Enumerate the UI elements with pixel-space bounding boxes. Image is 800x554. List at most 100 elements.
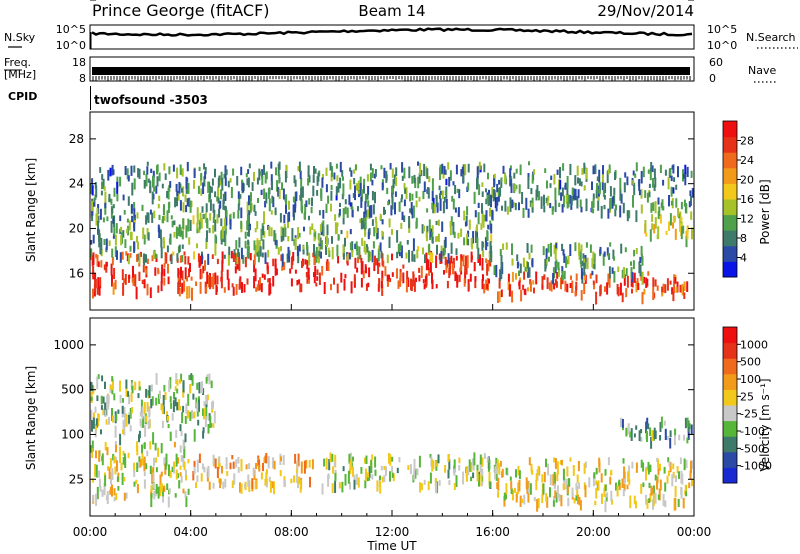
scatter-cell (218, 208, 221, 218)
scatter-cell (477, 247, 480, 259)
scatter-cell (92, 288, 94, 299)
scatter-cell (230, 250, 233, 259)
scatter-cell (553, 244, 556, 255)
scatter-cell (166, 191, 169, 199)
scatter-cell (406, 240, 409, 245)
scatter-cell (602, 253, 605, 266)
scatter-cell (413, 458, 416, 472)
scatter-cell (613, 256, 616, 261)
scatter-cell (187, 182, 190, 194)
scatter-cell (481, 210, 484, 224)
scatter-cell (254, 480, 257, 490)
scatter-cell (663, 420, 666, 426)
scatter-cell (646, 499, 649, 509)
scatter-cell (622, 458, 625, 464)
scatter-cell (321, 483, 324, 495)
scatter-cell (376, 480, 379, 492)
scatter-cell (365, 244, 368, 250)
scatter-cell (107, 401, 110, 410)
scatter-cell (566, 486, 569, 494)
scatter-cell (684, 164, 687, 174)
scatter-cell (592, 198, 595, 208)
scatter-cell (633, 433, 636, 438)
scatter-cell (495, 473, 498, 481)
scatter-cell (183, 461, 186, 471)
scatter-cell (563, 195, 566, 202)
scatter-cell (261, 273, 264, 278)
scatter-cell (445, 263, 448, 273)
scatter-cell (200, 218, 203, 229)
scatter-cell (528, 267, 531, 278)
scatter-cell (438, 185, 441, 191)
scatter-cell (601, 170, 604, 183)
scatter-cell (140, 399, 143, 413)
scatter-cell (247, 169, 250, 174)
scatter-cell (580, 244, 583, 252)
scatter-cell (681, 283, 684, 296)
scatter-cell (370, 460, 373, 473)
scatter-cell (690, 460, 692, 474)
scatter-cell (640, 254, 643, 260)
scatter-cell (561, 243, 564, 251)
scatter-cell (111, 207, 114, 214)
scatter-cell (667, 457, 670, 463)
scatter-cell (247, 177, 250, 188)
scatter-cell (246, 278, 249, 285)
scatter-cell (259, 246, 262, 257)
scatter-cell (111, 484, 113, 497)
scatter-cell (435, 284, 438, 289)
scatter-cell (349, 167, 352, 172)
scatter-cell (659, 435, 662, 441)
scatter-cell (321, 177, 324, 188)
scatter-cell (542, 483, 545, 495)
time-axis-label: Time UT (366, 539, 417, 553)
scatter-cell (294, 198, 297, 208)
scatter-cell (133, 208, 136, 218)
scatter-cell (458, 274, 461, 282)
scatter-cell (306, 260, 309, 270)
scatter-cell (207, 253, 210, 265)
scatter-cell (690, 196, 692, 206)
scatter-cell (135, 286, 138, 300)
scatter-cell (408, 166, 411, 179)
scatter-cell (196, 243, 198, 249)
scatter-cell (125, 388, 128, 397)
scatter-cell (659, 463, 661, 472)
scatter-cell (654, 279, 657, 287)
scatter-cell (449, 170, 452, 181)
scatter-cell (416, 468, 419, 476)
scatter-cell (522, 207, 525, 218)
scatter-cell (589, 273, 592, 279)
scatter-cell (675, 286, 678, 293)
scatter-cell (483, 163, 486, 173)
scatter-cell (236, 252, 239, 265)
scatter-cell (236, 261, 239, 270)
scatter-cell (164, 463, 167, 470)
scatter-cell (269, 480, 272, 493)
scatter-cell (398, 457, 401, 463)
scatter-cell (443, 246, 446, 255)
scatter-cell (549, 183, 552, 188)
scatter-cell (142, 416, 145, 428)
scatter-cell (138, 386, 141, 391)
scatter-cell (652, 277, 655, 288)
scatter-cell (256, 221, 259, 230)
scatter-cell (95, 493, 98, 506)
scatter-cell (151, 191, 154, 205)
scatter-cell (491, 186, 494, 199)
scatter-cell (622, 425, 624, 431)
scatter-cell (313, 244, 315, 257)
scatter-cell (104, 402, 107, 416)
scatter-cell (583, 262, 586, 276)
scatter-cell (100, 429, 102, 435)
scatter-cell (193, 251, 195, 260)
scatter-cell (164, 173, 167, 180)
scatter-cell (406, 270, 409, 283)
scatter-cell (481, 257, 484, 271)
scatter-cell (133, 202, 136, 211)
scatter-cell (164, 392, 167, 400)
scatter-cell (263, 164, 265, 175)
scatter-cell (209, 185, 212, 199)
scatter-cell (220, 218, 223, 227)
scatter-cell (316, 190, 319, 196)
